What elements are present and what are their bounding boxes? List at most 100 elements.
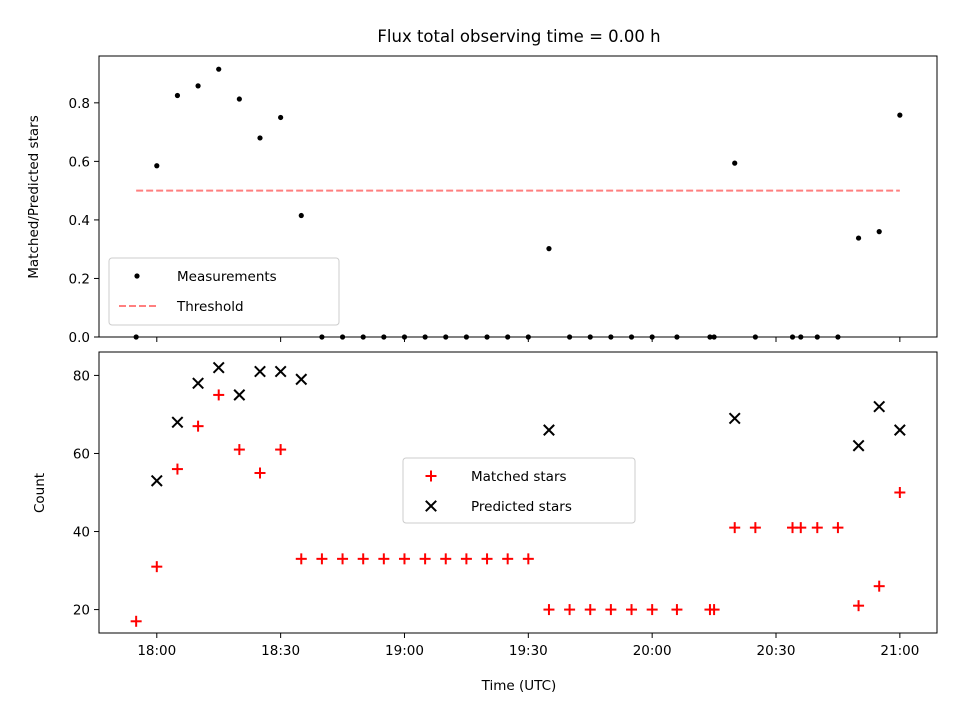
y-tick-label: 0.0	[69, 330, 90, 346]
measurement-point	[484, 334, 490, 340]
predicted-star-marker	[274, 365, 287, 378]
predicted-star-marker	[543, 424, 555, 436]
measurement-point	[835, 334, 841, 340]
cross-b	[171, 416, 184, 429]
matched-star-marker	[853, 600, 865, 612]
cross-b	[150, 474, 163, 487]
x-tick-label: 20:30	[757, 643, 796, 659]
measurement-point	[422, 334, 428, 340]
legend-box	[402, 457, 636, 524]
matched-star-marker	[357, 553, 369, 565]
measurement-point	[381, 334, 387, 340]
matched-star-marker	[316, 553, 328, 565]
matched-star-marker	[233, 444, 245, 456]
matched-star-marker	[440, 553, 452, 565]
measurement-point	[711, 334, 717, 340]
matched-star-marker	[543, 604, 555, 616]
matched-star-marker	[398, 553, 410, 565]
predicted-star-marker	[873, 400, 886, 413]
measurement-point	[752, 334, 758, 340]
cross-b	[893, 424, 906, 436]
y-tick-label: 80	[73, 368, 90, 384]
matched-star-marker	[192, 420, 204, 432]
y-tick-label: 0.6	[69, 154, 90, 170]
y-tick-label: 0.4	[69, 213, 90, 229]
x-tick-label: 21:00	[880, 643, 919, 659]
measurement-point	[876, 229, 882, 235]
measurement-point	[505, 334, 511, 340]
measurement-point	[443, 334, 449, 340]
predicted-star-marker	[212, 361, 225, 374]
matched-star-marker	[811, 522, 823, 534]
matched-star-marker	[254, 467, 266, 479]
measurement-point	[236, 96, 242, 102]
measurement-point	[587, 334, 593, 340]
matched-star-marker	[708, 604, 720, 616]
measurement-point	[174, 92, 181, 99]
x-tick-label: 19:30	[509, 643, 548, 659]
predicted-star-marker	[171, 416, 184, 429]
matched-star-marker	[171, 463, 183, 475]
measurement-point	[546, 246, 552, 252]
measurement-point	[707, 334, 713, 340]
legend-label: Predicted stars	[471, 499, 572, 515]
y-tick-label: 60	[73, 446, 90, 462]
measurement-point	[798, 334, 804, 340]
matched-star-marker	[295, 553, 307, 565]
measurement-point	[195, 83, 201, 89]
x-tick-label: 18:30	[261, 643, 300, 659]
legend-label: Threshold	[176, 299, 244, 315]
measurement-point	[525, 334, 531, 340]
chart-title: Flux total observing time = 0.00 h	[377, 27, 660, 46]
matched-star-marker	[502, 553, 514, 565]
axes-frame	[98, 351, 938, 634]
matched-star-marker	[564, 604, 576, 616]
legend-cross-icon	[425, 500, 437, 512]
matched-star-marker	[795, 522, 807, 534]
predicted-star-marker	[295, 373, 308, 386]
y-tick-label: 40	[73, 525, 90, 541]
matched-star-marker	[749, 522, 761, 534]
matched-star-marker	[522, 553, 534, 565]
measurement-point	[133, 334, 139, 340]
matched-star-marker	[873, 580, 885, 592]
measurement-point	[674, 334, 680, 340]
predicted-star-marker	[192, 377, 204, 390]
predicted-star-marker	[893, 424, 906, 436]
predicted-star-marker	[254, 365, 266, 378]
top-ylabel: Matched/Predicted stars	[26, 115, 42, 278]
cross-b	[728, 412, 741, 425]
cross-b	[543, 424, 555, 436]
matched-star-marker	[460, 553, 472, 565]
y-tick-label: 0.8	[69, 96, 90, 112]
measurement-point	[855, 235, 862, 241]
matched-star-marker	[419, 553, 431, 565]
measurement-point	[789, 334, 796, 340]
measurement-point	[298, 212, 304, 219]
cross-b	[295, 373, 308, 386]
measurement-point	[257, 135, 263, 141]
predicted-star-marker	[852, 439, 865, 452]
predicted-star-marker	[728, 412, 741, 425]
measurement-point	[649, 334, 655, 340]
x-tick-label: 19:00	[385, 643, 424, 659]
measurement-point	[814, 334, 820, 340]
bottom-ylabel: Count	[32, 473, 48, 513]
x-tick-label: 18:00	[137, 643, 176, 659]
legend-label: Matched stars	[471, 469, 567, 485]
legend-label: Measurements	[177, 269, 277, 285]
legend: Measurements Threshold	[108, 257, 340, 326]
cross-b	[192, 377, 204, 390]
xlabel: Time (UTC)	[481, 678, 557, 694]
predicted-star-marker	[233, 389, 246, 401]
measurement-point	[608, 334, 614, 340]
matched-star-marker	[213, 389, 225, 401]
matched-star-marker	[894, 487, 906, 498]
ratio-panel: 0.0 0.2 0.4 0.6 0.8 Measurements Threshold	[69, 55, 938, 346]
matched-star-marker	[481, 553, 493, 565]
measurement-point	[732, 160, 738, 166]
cross-b	[873, 400, 886, 413]
matched-star-marker	[729, 522, 741, 534]
